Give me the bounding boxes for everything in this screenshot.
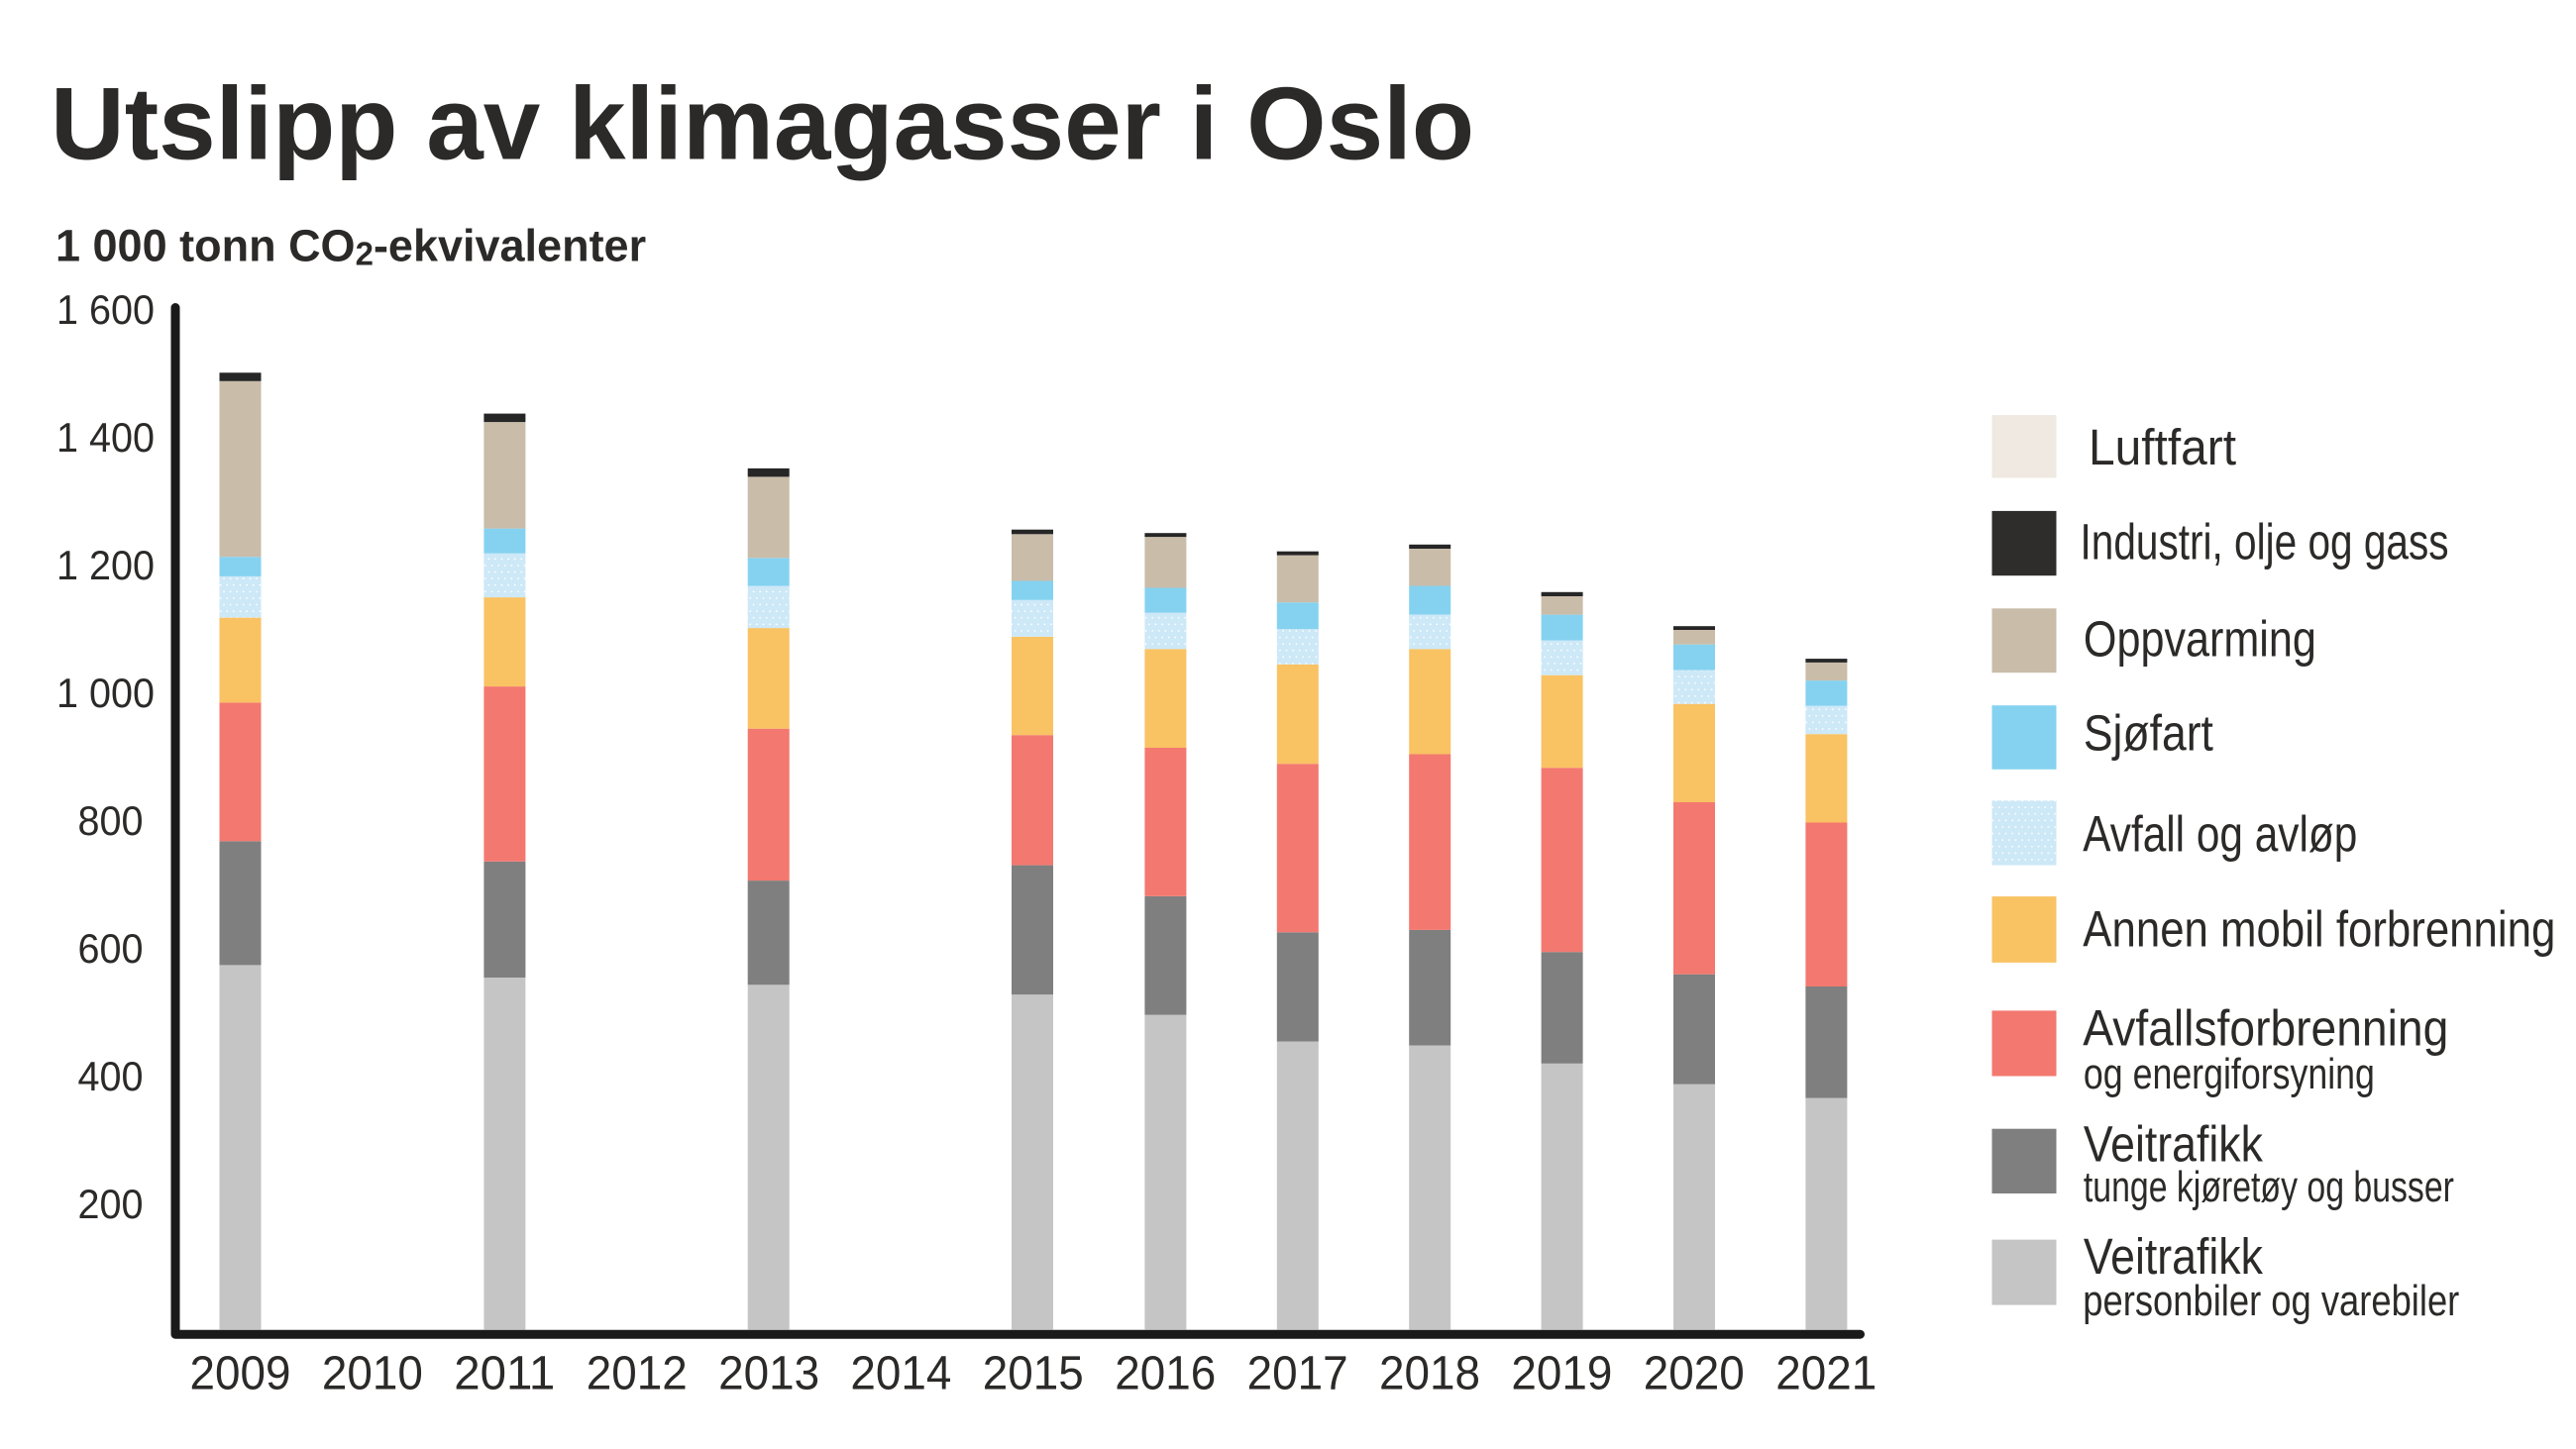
svg-text:2012: 2012	[587, 1348, 688, 1400]
svg-text:1 000 tonn CO2-ekvivalenter: 1 000 tonn CO2-ekvivalenter	[55, 221, 646, 272]
svg-text:Veitrafikk: Veitrafikk	[2084, 1116, 2263, 1173]
svg-text:tunge kjøretøy og busser: tunge kjøretøy og busser	[2084, 1163, 2454, 1211]
svg-text:Avfall og avløp: Avfall og avløp	[2083, 805, 2357, 862]
svg-text:Luftfart: Luftfart	[2089, 419, 2236, 475]
svg-text:2013: 2013	[718, 1348, 819, 1400]
svg-text:og energiforsyning: og energiforsyning	[2084, 1050, 2375, 1098]
svg-text:Sjøfart: Sjøfart	[2084, 704, 2213, 761]
svg-text:Oppvarming: Oppvarming	[2084, 611, 2316, 668]
svg-text:2014: 2014	[850, 1348, 951, 1400]
svg-text:Utslipp av klimagasser i Oslo: Utslipp av klimagasser i Oslo	[51, 67, 1474, 182]
svg-text:2015: 2015	[983, 1348, 1084, 1400]
svg-text:2011: 2011	[454, 1348, 555, 1400]
svg-text:Avfallsforbrenning: Avfallsforbrenning	[2083, 999, 2448, 1056]
svg-text:2010: 2010	[322, 1348, 423, 1400]
svg-text:400: 400	[78, 1053, 144, 1099]
svg-text:2017: 2017	[1247, 1348, 1348, 1400]
svg-text:1 600: 1 600	[56, 286, 155, 333]
svg-text:1 200: 1 200	[56, 542, 155, 588]
svg-text:2009: 2009	[190, 1348, 291, 1400]
svg-text:800: 800	[78, 797, 144, 844]
svg-text:personbiler og varebiler: personbiler og varebiler	[2083, 1277, 2459, 1325]
svg-text:200: 200	[78, 1181, 144, 1227]
svg-text:Industri, olje og gass: Industri, olje og gass	[2081, 513, 2449, 569]
svg-text:Annen mobil forbrenning: Annen mobil forbrenning	[2083, 900, 2555, 957]
svg-text:600: 600	[78, 925, 144, 972]
svg-text:2020: 2020	[1644, 1348, 1745, 1400]
svg-text:2016: 2016	[1115, 1348, 1216, 1400]
svg-text:1 000: 1 000	[56, 670, 155, 716]
svg-text:2019: 2019	[1511, 1348, 1612, 1400]
svg-text:2018: 2018	[1379, 1348, 1480, 1400]
svg-text:2021: 2021	[1775, 1348, 1877, 1400]
svg-text:1 400: 1 400	[56, 414, 155, 461]
svg-text:Veitrafikk: Veitrafikk	[2084, 1228, 2263, 1285]
